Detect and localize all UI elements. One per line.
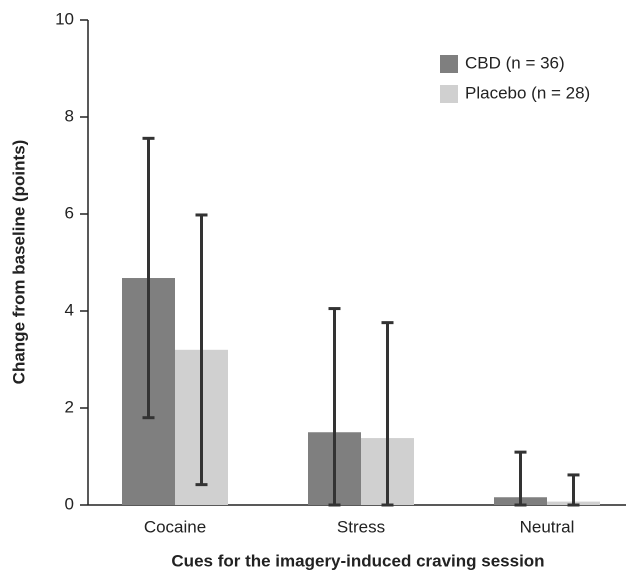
- x-tick-label: Stress: [337, 517, 385, 536]
- legend-swatch: [440, 55, 458, 73]
- error-bar: [195, 213, 208, 487]
- y-tick-label: 6: [65, 203, 74, 222]
- x-tick-label: Neutral: [520, 517, 575, 536]
- error-bar: [567, 473, 580, 507]
- y-tick-label: 0: [65, 494, 74, 513]
- y-tick-label: 10: [55, 9, 74, 28]
- y-tick-label: 2: [65, 397, 74, 416]
- legend-label: Placebo (n = 28): [465, 83, 590, 102]
- x-axis-label: Cues for the imagery-induced craving ses…: [171, 551, 544, 570]
- legend-label: CBD (n = 36): [465, 53, 565, 72]
- error-bar: [381, 321, 394, 507]
- y-tick-label: 4: [65, 300, 74, 319]
- y-axis-label: Change from baseline (points): [9, 140, 28, 385]
- x-tick-label: Cocaine: [144, 517, 206, 536]
- error-bar: [142, 136, 155, 420]
- error-bar: [328, 307, 341, 507]
- y-tick-label: 8: [65, 106, 74, 125]
- legend-swatch: [440, 85, 458, 103]
- error-bar: [514, 450, 527, 507]
